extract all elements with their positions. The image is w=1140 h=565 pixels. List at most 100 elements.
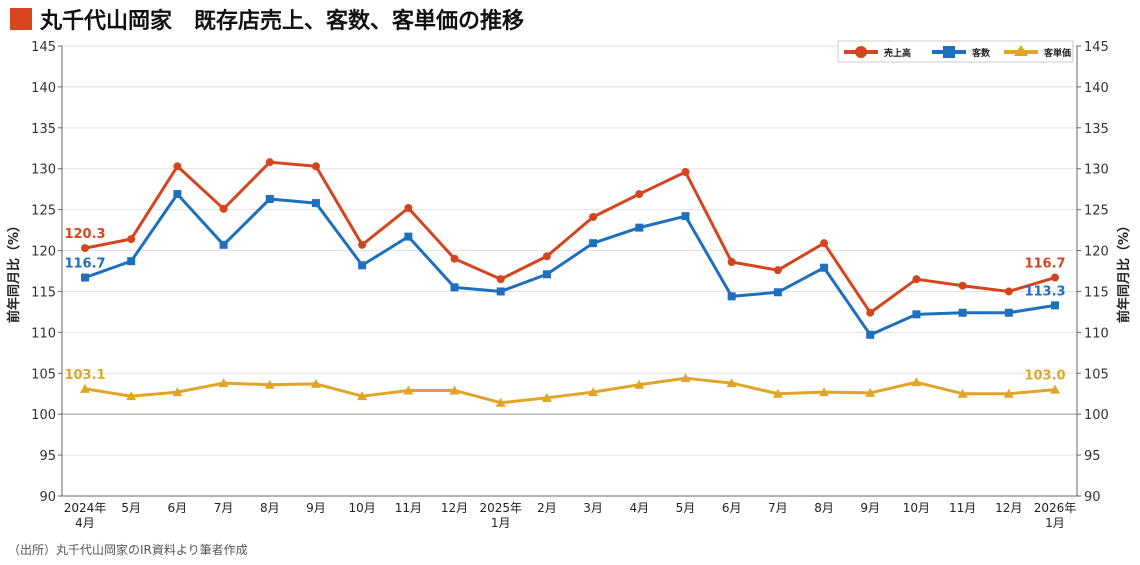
y-tick-label-right: 115 — [1084, 285, 1109, 300]
data-point — [311, 162, 320, 171]
legend-label: 客数 — [971, 47, 991, 59]
data-point — [496, 287, 505, 296]
data-label: 103.1 — [64, 368, 105, 383]
legend-label: 客単価 — [1043, 47, 1071, 59]
data-point — [772, 388, 783, 398]
y-axis-title-left: 前年同月比（%） — [6, 219, 22, 323]
data-point — [403, 385, 414, 395]
data-point — [957, 388, 968, 398]
data-point — [635, 190, 644, 199]
data-point — [311, 199, 320, 208]
y-tick-label-right: 125 — [1084, 204, 1109, 219]
legend-label: 売上高 — [884, 47, 911, 59]
data-point — [219, 240, 228, 249]
data-point — [495, 397, 506, 407]
y-tick-label-left: 130 — [31, 163, 56, 178]
y-tick-label-left: 95 — [39, 449, 56, 464]
data-point — [589, 239, 598, 248]
y-tick-label-left: 100 — [31, 408, 56, 423]
data-point — [912, 275, 921, 284]
data-point — [820, 239, 829, 248]
data-point — [449, 385, 460, 395]
series-line-客数 — [84, 192, 1056, 337]
data-point — [310, 378, 321, 388]
y-tick-label-right: 130 — [1084, 163, 1109, 178]
data-label: 120.3 — [64, 227, 105, 242]
data-point — [127, 235, 136, 244]
data-point — [958, 308, 967, 317]
y-axis-title-right: 前年同月比（%） — [1116, 219, 1132, 323]
y-tick-label-left: 120 — [31, 245, 56, 260]
data-point — [820, 263, 829, 272]
data-point — [819, 387, 830, 397]
data-point — [81, 273, 89, 282]
data-point — [542, 252, 551, 261]
y-tick-label-left: 115 — [31, 285, 56, 300]
data-point — [173, 162, 182, 171]
x-tick-label: 10月 — [349, 501, 376, 515]
data-point — [265, 195, 274, 203]
x-tick-label: 8月 — [814, 501, 834, 515]
data-point — [81, 244, 89, 253]
y-tick-label-right: 105 — [1084, 367, 1109, 382]
data-point — [1004, 287, 1013, 296]
data-point — [218, 378, 229, 388]
data-point — [450, 283, 459, 292]
x-tick-label: 7月 — [214, 501, 234, 515]
data-point — [173, 190, 182, 199]
data-point — [911, 377, 922, 387]
data-point — [634, 379, 645, 389]
x-tick-label: 2026年 1月 — [1034, 501, 1077, 530]
x-tick-label: 10月 — [903, 501, 930, 515]
chart-title-bar: 丸千代山岡家 既存店売上、客数、客単価の推移 — [10, 4, 524, 34]
series-line-売上高 — [84, 160, 1056, 315]
data-point — [358, 240, 367, 249]
data-point — [264, 379, 275, 389]
y-tick-label-left: 105 — [31, 367, 56, 382]
y-tick-label-right: 110 — [1084, 326, 1109, 341]
data-point — [450, 254, 459, 263]
x-tick-label: 2月 — [537, 501, 557, 515]
x-tick-label: 2025年 1月 — [479, 501, 522, 530]
x-tick-label: 11月 — [949, 501, 976, 515]
data-point — [1051, 301, 1059, 310]
data-point — [127, 257, 136, 266]
legend-marker-circle — [855, 46, 867, 58]
data-point — [265, 158, 274, 167]
data-point — [958, 281, 967, 290]
x-tick-label: 7月 — [768, 501, 788, 515]
data-point — [866, 308, 875, 317]
y-tick-label-right: 95 — [1084, 449, 1101, 464]
chart-title: 丸千代山岡家 既存店売上、客数、客単価の推移 — [40, 9, 525, 34]
x-tick-label: 12月 — [995, 501, 1022, 515]
x-tick-label: 6月 — [168, 501, 188, 515]
data-point — [726, 378, 737, 388]
y-tick-label-left: 135 — [31, 122, 56, 137]
x-tick-label: 12月 — [441, 501, 468, 515]
data-point — [681, 168, 690, 176]
y-tick-label-right: 140 — [1084, 81, 1109, 96]
data-point — [773, 288, 782, 297]
legend-marker-triangle — [1014, 45, 1028, 56]
x-tick-label: 9月 — [860, 501, 880, 515]
data-label: 113.3 — [1024, 284, 1065, 299]
data-point — [681, 212, 690, 221]
data-point — [357, 391, 368, 401]
x-tick-label: 8月 — [260, 501, 280, 515]
y-tick-label-left: 140 — [31, 81, 56, 96]
data-point — [496, 275, 505, 284]
data-point — [588, 387, 599, 397]
data-point — [404, 232, 413, 241]
data-point — [635, 223, 644, 232]
source-note: （出所）丸千代山岡家のIR資料より筆者作成 — [8, 543, 248, 557]
y-tick-label-right: 145 — [1084, 40, 1109, 55]
data-point — [126, 391, 137, 401]
data-point — [1004, 308, 1013, 317]
data-point — [727, 258, 736, 266]
x-tick-label: 2024年 4月 — [64, 501, 107, 530]
series-line-客単価 — [84, 376, 1056, 405]
data-point — [1051, 273, 1059, 282]
data-point — [912, 310, 921, 319]
data-label: 116.7 — [1024, 257, 1065, 272]
